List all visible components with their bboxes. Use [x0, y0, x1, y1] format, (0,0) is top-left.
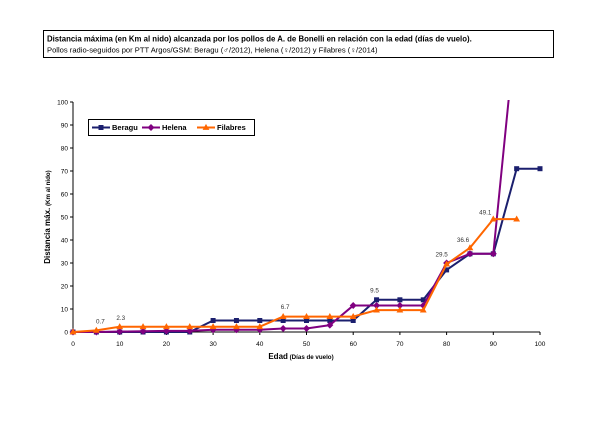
- data-point-helena: [303, 325, 310, 333]
- data-label: 0.7: [96, 319, 105, 326]
- data-label: 29.5: [435, 251, 448, 258]
- legend-box: [88, 119, 255, 136]
- axis-label-unit: (Km al nido): [45, 170, 52, 207]
- data-point-helena: [466, 250, 474, 258]
- data-point-beragu: [420, 297, 426, 303]
- data-point-helena: [396, 302, 404, 310]
- data-point-filabres: [349, 312, 357, 319]
- data-point-filabres: [326, 312, 334, 319]
- x-tick-label: 30: [209, 341, 217, 348]
- legend-entry-helena: Helena: [142, 123, 187, 132]
- data-point-filabres: [443, 260, 450, 267]
- y-tick-label: 100: [57, 99, 68, 106]
- data-point-filabres: [513, 215, 521, 222]
- x-tick-label: 70: [396, 341, 404, 348]
- x-axis-label: Edad (Días de vuelo): [268, 352, 333, 361]
- legend-marker-helena: [147, 124, 155, 131]
- y-tick-label: 50: [61, 214, 69, 221]
- data-label: 2.3: [116, 315, 125, 322]
- data-point-filabres: [116, 323, 124, 330]
- data-point-helena: [139, 327, 147, 335]
- y-tick-label: 0: [64, 329, 68, 336]
- y-tick-label: 10: [61, 306, 69, 313]
- data-point-beragu: [210, 318, 216, 323]
- data-point-beragu: [537, 166, 543, 172]
- x-tick-label: 0: [71, 341, 75, 348]
- data-point-filabres: [186, 323, 194, 330]
- x-tick-label: 60: [350, 341, 358, 348]
- y-tick-label: 80: [61, 145, 69, 152]
- plot-area: [69, 100, 543, 336]
- legend-entry-filabres: Filabres: [197, 123, 246, 132]
- x-tick-label: 10: [116, 341, 124, 348]
- legend-label-helena: Helena: [162, 123, 187, 132]
- chart-subtitle: Pollos radio-seguidos por PTT Argos/GSM:…: [47, 46, 378, 55]
- data-point-filabres: [489, 215, 497, 222]
- data-point-filabres: [396, 306, 404, 313]
- x-tick-label: 80: [443, 341, 451, 348]
- data-point-filabres: [163, 323, 170, 330]
- data-point-helena: [326, 321, 334, 329]
- data-point-beragu: [444, 267, 450, 273]
- data-point-filabres: [466, 244, 474, 251]
- data-point-beragu: [374, 297, 380, 303]
- data-point-beragu: [304, 318, 309, 323]
- x-tick-label: 20: [163, 341, 171, 348]
- data-point-helena: [116, 328, 124, 336]
- data-point-filabres: [373, 306, 380, 313]
- data-point-beragu: [257, 318, 263, 323]
- y-tick-label: 20: [61, 283, 69, 290]
- data-point-filabres: [209, 323, 217, 330]
- legend-entry-beragu: Beragu: [92, 123, 138, 132]
- data-point-beragu: [514, 166, 520, 172]
- data-point-beragu: [327, 318, 333, 323]
- data-point-filabres: [419, 306, 427, 313]
- data-label: 9.5: [370, 287, 379, 294]
- data-point-filabres: [92, 326, 100, 333]
- y-tick-label: 60: [61, 191, 69, 198]
- legend-label-filabres: Filabres: [217, 123, 246, 132]
- data-point-beragu: [280, 318, 286, 323]
- data-point-beragu: [233, 318, 239, 323]
- data-point-helena: [489, 250, 497, 258]
- data-label: 36.6: [457, 237, 470, 244]
- x-tick-label: 50: [303, 341, 311, 348]
- data-point-helena: [349, 302, 357, 310]
- data-point-filabres: [279, 312, 287, 319]
- data-point-beragu: [397, 297, 403, 303]
- series-filabres: [69, 215, 521, 335]
- data-point-filabres: [139, 323, 147, 330]
- data-point-filabres: [233, 323, 240, 330]
- legend: Beragu Helena Filabres: [88, 119, 255, 136]
- data-point-filabres: [256, 323, 264, 330]
- legend-label-beragu: Beragu: [112, 123, 138, 132]
- y-tick-label: 70: [61, 168, 69, 175]
- x-tick-label: 90: [490, 341, 498, 348]
- data-point-filabres: [303, 312, 310, 319]
- legend-marker-beragu: [98, 125, 104, 130]
- y-tick-label: 40: [61, 237, 69, 244]
- title-box-group: Distancia máxima (en Km al nido) alcanza…: [43, 30, 554, 58]
- series-line-filabres: [72, 218, 518, 333]
- data-label: 49.1: [479, 209, 492, 216]
- data-point-beragu: [350, 318, 356, 323]
- y-tick-label: 90: [61, 122, 69, 129]
- x-tick-label: 100: [535, 341, 546, 348]
- y-axis-label: Distancia máx. (Km al nido): [43, 170, 52, 264]
- legend-marker-filabres: [202, 123, 210, 130]
- y-tick-label: 30: [61, 260, 69, 267]
- title-box: [43, 30, 554, 58]
- data-point-filabres: [69, 328, 77, 335]
- data-label: 6.7: [281, 304, 290, 311]
- chart-title: Distancia máxima (en Km al nido) alcanza…: [47, 35, 472, 44]
- data-point-helena: [373, 302, 381, 310]
- axis-label-main: Edad: [268, 352, 288, 361]
- x-tick-label: 40: [256, 341, 264, 348]
- data-labels: 0.7 2.3 6.7 9.5 29.5 36.6 49.1: [96, 209, 492, 325]
- axis-label-main: Distancia máx.: [43, 208, 52, 264]
- axis-label-unit: (Días de vuelo): [288, 354, 334, 361]
- data-point-helena: [279, 325, 287, 333]
